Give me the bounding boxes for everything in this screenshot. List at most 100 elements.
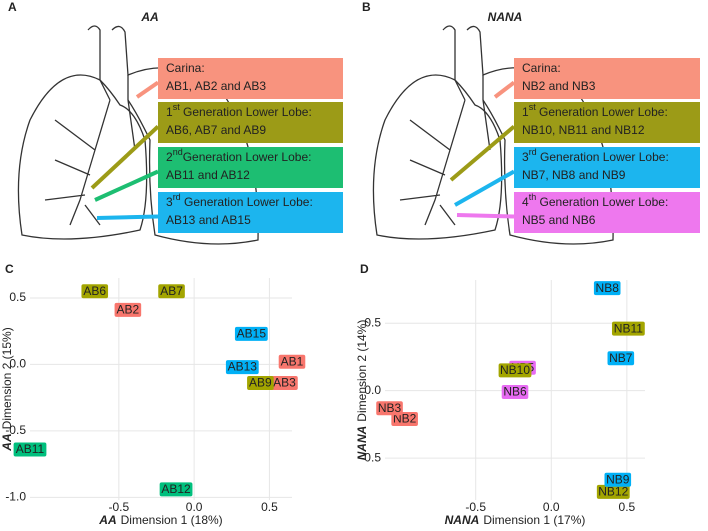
point-label-box [13,442,47,457]
point-label-box [604,472,632,487]
y-tick-label: 0.0 [9,357,26,371]
panel-letter: B [362,0,371,14]
point-label: NB12 [598,485,628,499]
y-tick-label: 0.5 [9,290,26,304]
point-label-box [234,326,268,341]
box-text-rest: Generation Lower Lobe: [536,105,668,119]
y-axis-label-em: AA [0,433,14,451]
point-label: AB9 [249,376,272,390]
point-label: NB10 [500,363,530,377]
point-label: AB3 [273,376,296,390]
box-text-sup: rd [173,192,181,202]
box-text-sup: st [529,102,537,112]
point-label: NB8 [596,281,620,295]
point-label-box [247,376,274,391]
box-text-rest: Generation Lower Lobe: [183,150,312,164]
point-label-box [596,484,630,499]
point-label: AB1 [281,354,304,368]
y-tick-label: -0.5 [5,423,26,437]
connector [135,80,160,99]
box-text: 1st Generation Lower Lobe: [166,102,312,119]
y-tick-label: 0.5 [364,315,381,329]
box-text: 3rd Generation Lower Lobe: [522,147,669,164]
y-tick-label: -1.0 [5,490,26,504]
box-text-rest: Generation Lower Lobe: [181,195,313,209]
x-tick-label: 0.5 [261,500,278,514]
y-axis-label: AA Dimension 2 (15%) [0,327,14,451]
label-box [514,147,700,188]
box-text: NB10, NB11 and NB12 [522,123,645,137]
box-text: AB13 and AB15 [166,213,251,227]
box-text: AB11 and AB12 [166,168,250,182]
point-label-box [376,401,403,416]
y-axis-label-em: NANA [355,426,369,461]
y-axis-label-text: Dimension 2 (15%) [0,327,14,429]
panel-letter: A [8,0,17,14]
box-text-num: 1 [522,105,529,119]
box-text: 2ndGeneration Lower Lobe: [166,147,311,164]
box-text-rest: Generation Lower Lobe: [536,195,668,209]
label-box [514,192,700,233]
point-label-box [271,376,298,391]
label-box [158,102,343,143]
x-tick-label: 0.5 [619,500,636,514]
panel-letter: D [360,262,369,276]
box-text: 3rd Generation Lower Lobe: [166,192,313,209]
point-label-box [159,482,193,497]
x-tick-label: -0.5 [108,500,129,514]
box-text: AB6, AB7 and AB9 [166,123,266,137]
point-label: AB11 [16,442,45,456]
x-tick-label: 0.0 [543,500,560,514]
box-text: NB2 and NB3 [522,79,596,93]
point-label: AB7 [160,284,183,298]
box-text: 1st Generation Lower Lobe: [522,102,668,119]
box-text-num: 3 [522,150,529,164]
point-label-box [81,284,109,299]
box-text-num: 4 [522,195,529,209]
label-box [158,192,343,233]
x-axis-label-em: AA [98,513,116,527]
point-label-box [593,281,621,296]
y-axis-label-text: Dimension 2 (14%) [355,320,369,422]
point-label: AB13 [228,360,258,374]
point-label-box [498,363,532,378]
connector [94,169,159,202]
point-label: NB9 [606,472,630,486]
box-text-rest: Generation Lower Lobe: [180,105,312,119]
box-text-num: 2 [166,150,173,164]
point-label: NB11 [614,321,643,335]
box-text-sup: rd [529,147,537,157]
label-box [158,58,343,99]
connector [90,125,160,190]
box-text: Carina: [166,61,205,75]
box-text: NB5 and NB6 [522,213,596,227]
box-text-num: 3 [166,195,173,209]
x-axis-label: NANA Dimension 1 (17%) [445,513,586,527]
point-label: AB6 [83,284,106,298]
box-text: NB7, NB8 and NB9 [522,168,626,182]
x-axis-label: AA Dimension 1 (18%) [98,513,222,527]
point-label-box [501,385,529,400]
diagram-title: NANA [488,10,523,24]
box-text-sup: th [529,192,537,202]
point-label-box [225,360,259,375]
y-axis-label: NANA Dimension 2 (14%) [355,320,369,461]
point-label: NB6 [503,385,527,399]
point-label: AB15 [237,327,267,341]
connector [454,169,515,207]
box-text: 4th Generation Lower Lobe: [522,192,668,209]
point-label: AB12 [161,482,191,496]
connector [96,214,159,220]
box-text-sup: nd [173,147,183,157]
lungs-a [17,25,259,245]
point-label: AB2 [117,303,140,317]
panel-letter: C [5,262,14,276]
label-box [514,58,700,99]
connector [493,80,516,99]
box-text-num: 1 [166,105,173,119]
point-label-box [278,354,306,369]
x-axis-label-text: Dimension 1 (18%) [121,513,223,527]
point-label: NB3 [378,401,402,415]
point-label-box [391,412,418,427]
diagram-title: AA [140,10,158,24]
